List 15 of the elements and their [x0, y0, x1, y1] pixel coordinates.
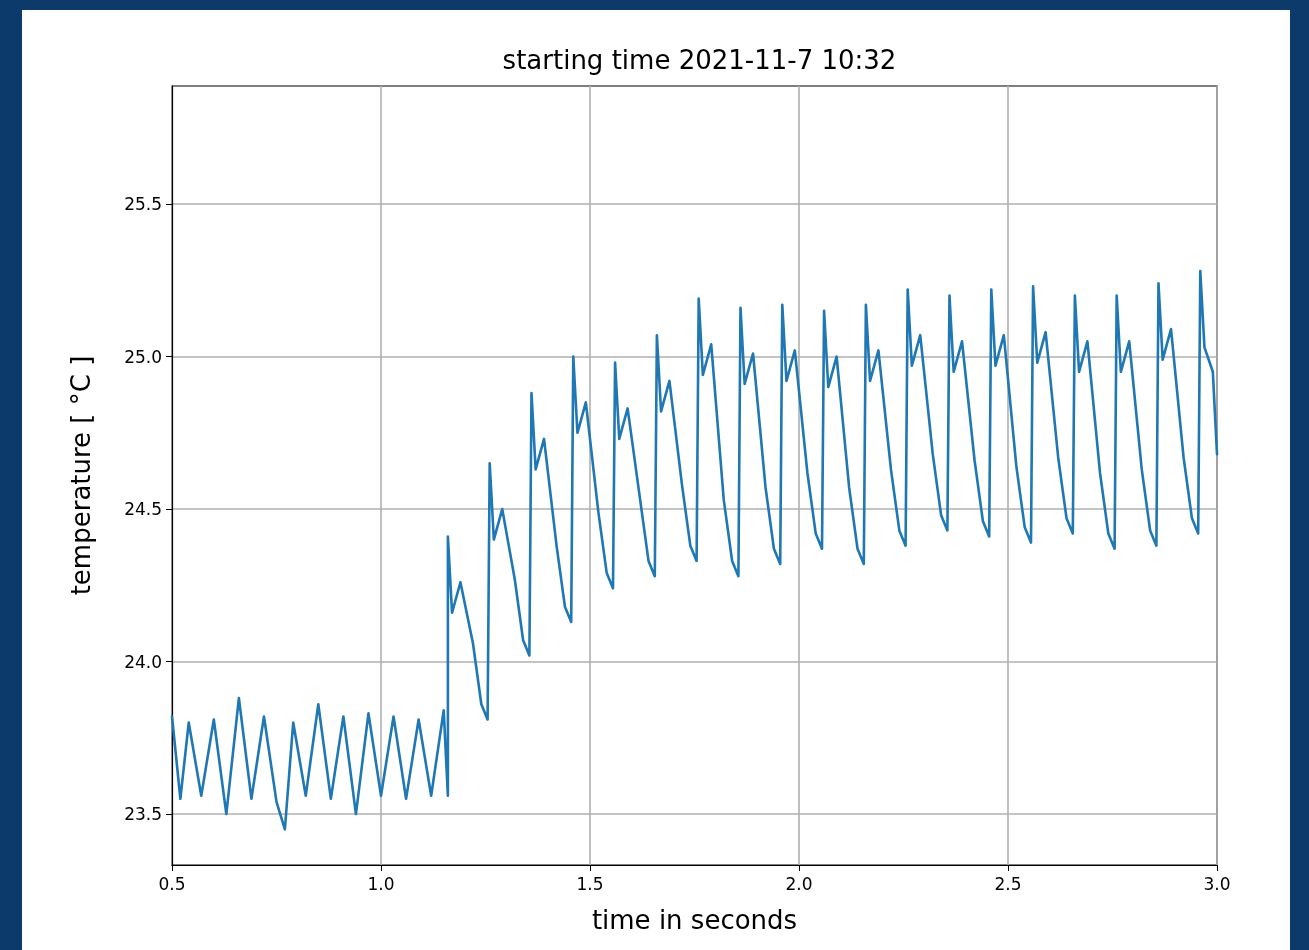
x-tick-label: 2.5: [994, 873, 1022, 894]
chart-title: starting time 2021-11-7 10:32: [502, 45, 897, 75]
y-tick-label: 24.0: [124, 651, 162, 672]
line-series: [170, 269, 1219, 831]
y-tick-label: 25.0: [124, 346, 162, 367]
x-tick-label: 2.0: [785, 873, 813, 894]
x-axis-title: time in seconds: [591, 905, 798, 935]
y-tick-label: 24.5: [124, 499, 162, 520]
x-tick-label: 1.0: [367, 873, 395, 894]
y-axis-title: temperature [ °C ]: [66, 355, 96, 596]
y-tick-label: 23.5: [124, 804, 162, 825]
x-tick-label: 3.0: [1203, 873, 1231, 894]
x-tick-label: 1.5: [576, 873, 604, 894]
y-tick-label: 25.5: [124, 194, 162, 215]
x-tick-label: 0.5: [158, 873, 186, 894]
